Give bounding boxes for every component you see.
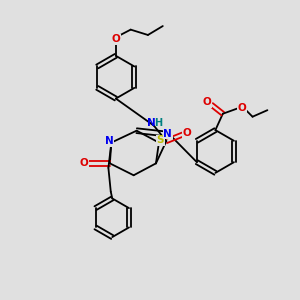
Text: S: S — [157, 135, 164, 145]
Text: H: H — [154, 118, 162, 128]
Text: O: O — [111, 34, 120, 44]
Text: N: N — [146, 118, 155, 128]
Text: N: N — [164, 129, 172, 139]
Text: O: O — [183, 128, 191, 138]
Text: N: N — [105, 136, 113, 146]
Text: O: O — [238, 103, 247, 113]
Text: O: O — [79, 158, 88, 168]
Text: O: O — [203, 98, 212, 107]
